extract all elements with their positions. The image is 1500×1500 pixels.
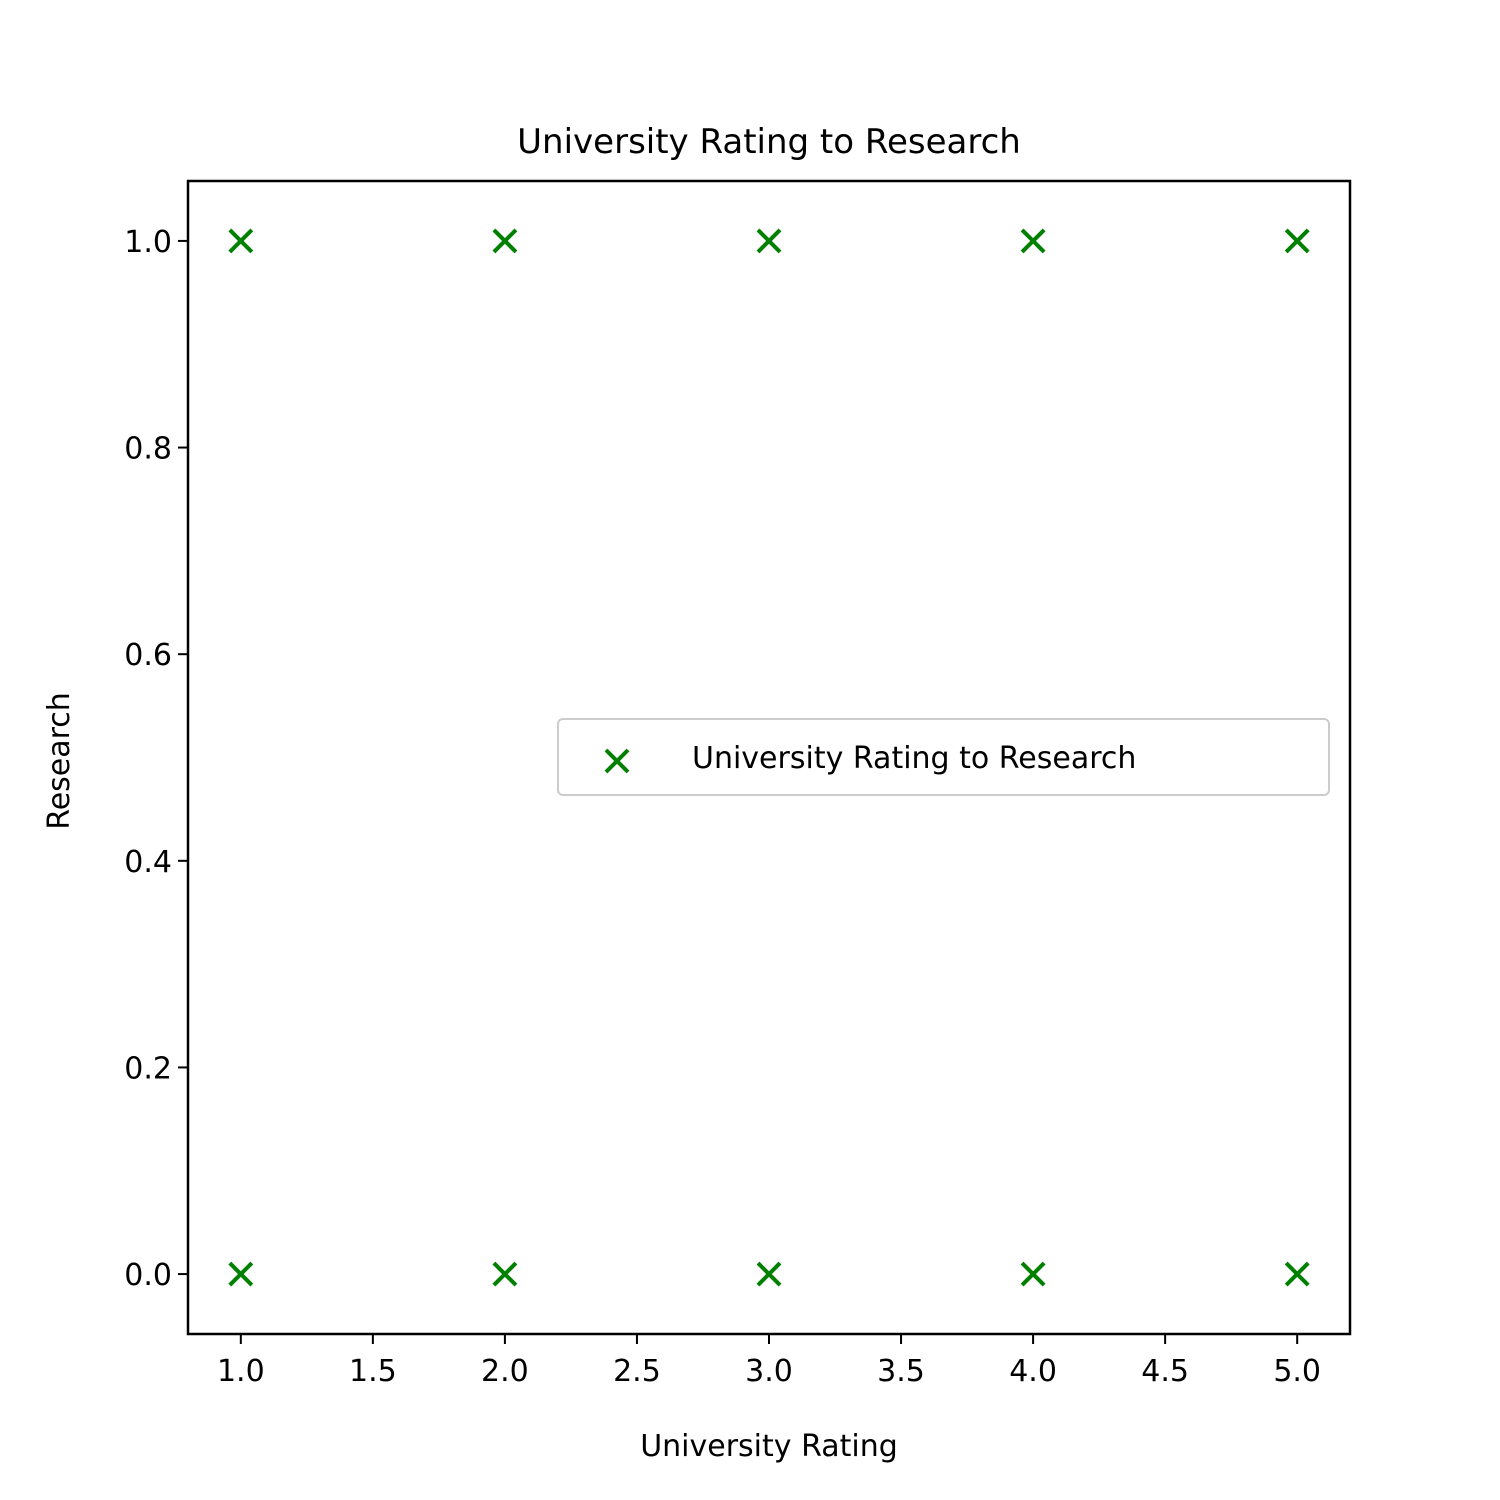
- y-tick-label: 0.2: [124, 1051, 172, 1086]
- x-tick-label: 3.0: [745, 1354, 793, 1389]
- legend: University Rating to Research: [557, 718, 1330, 796]
- y-tick-label: 1.0: [124, 225, 172, 260]
- x-tick-label: 1.0: [217, 1354, 265, 1389]
- legend-box: [557, 718, 1330, 796]
- chart-title: University Rating to Research: [517, 122, 1021, 162]
- data-point: [1284, 228, 1310, 254]
- data-point: [1284, 1261, 1310, 1287]
- x-tick-label: 5.0: [1273, 1354, 1321, 1389]
- x-tick-label: 1.5: [349, 1354, 397, 1389]
- x-axis-label: University Rating: [640, 1429, 898, 1464]
- legend-marker-icon: [604, 748, 630, 774]
- data-point: [228, 1261, 254, 1287]
- x-tick-label: 4.5: [1141, 1354, 1189, 1389]
- plot-area: 1.0 1.5 2.0 2.5 3.0 3.5 4.0 4.5 5.0 0.0 0.2 0.4 0.6 0…: [124, 179, 1352, 1389]
- data-point: [1020, 228, 1046, 254]
- y-tick-label: 0.0: [124, 1258, 172, 1293]
- x-tick-label: 2.0: [481, 1354, 529, 1389]
- x-tick-label: 2.5: [613, 1354, 661, 1389]
- data-point: [1020, 1261, 1046, 1287]
- y-tick-label: 0.8: [124, 432, 172, 467]
- legend-marker-x: [604, 748, 630, 774]
- data-point: [756, 1261, 782, 1287]
- data-point: [492, 1261, 518, 1287]
- data-point: [756, 228, 782, 254]
- data-point: [228, 228, 254, 254]
- x-tick-label: 3.5: [877, 1354, 925, 1389]
- data-point: [492, 228, 518, 254]
- y-tick-label: 0.6: [124, 638, 172, 673]
- y-tick-label: 0.4: [124, 845, 172, 880]
- y-axis-label: Research: [42, 692, 77, 830]
- legend-label: University Rating to Research: [692, 741, 1136, 776]
- x-tick-label: 4.0: [1009, 1354, 1057, 1389]
